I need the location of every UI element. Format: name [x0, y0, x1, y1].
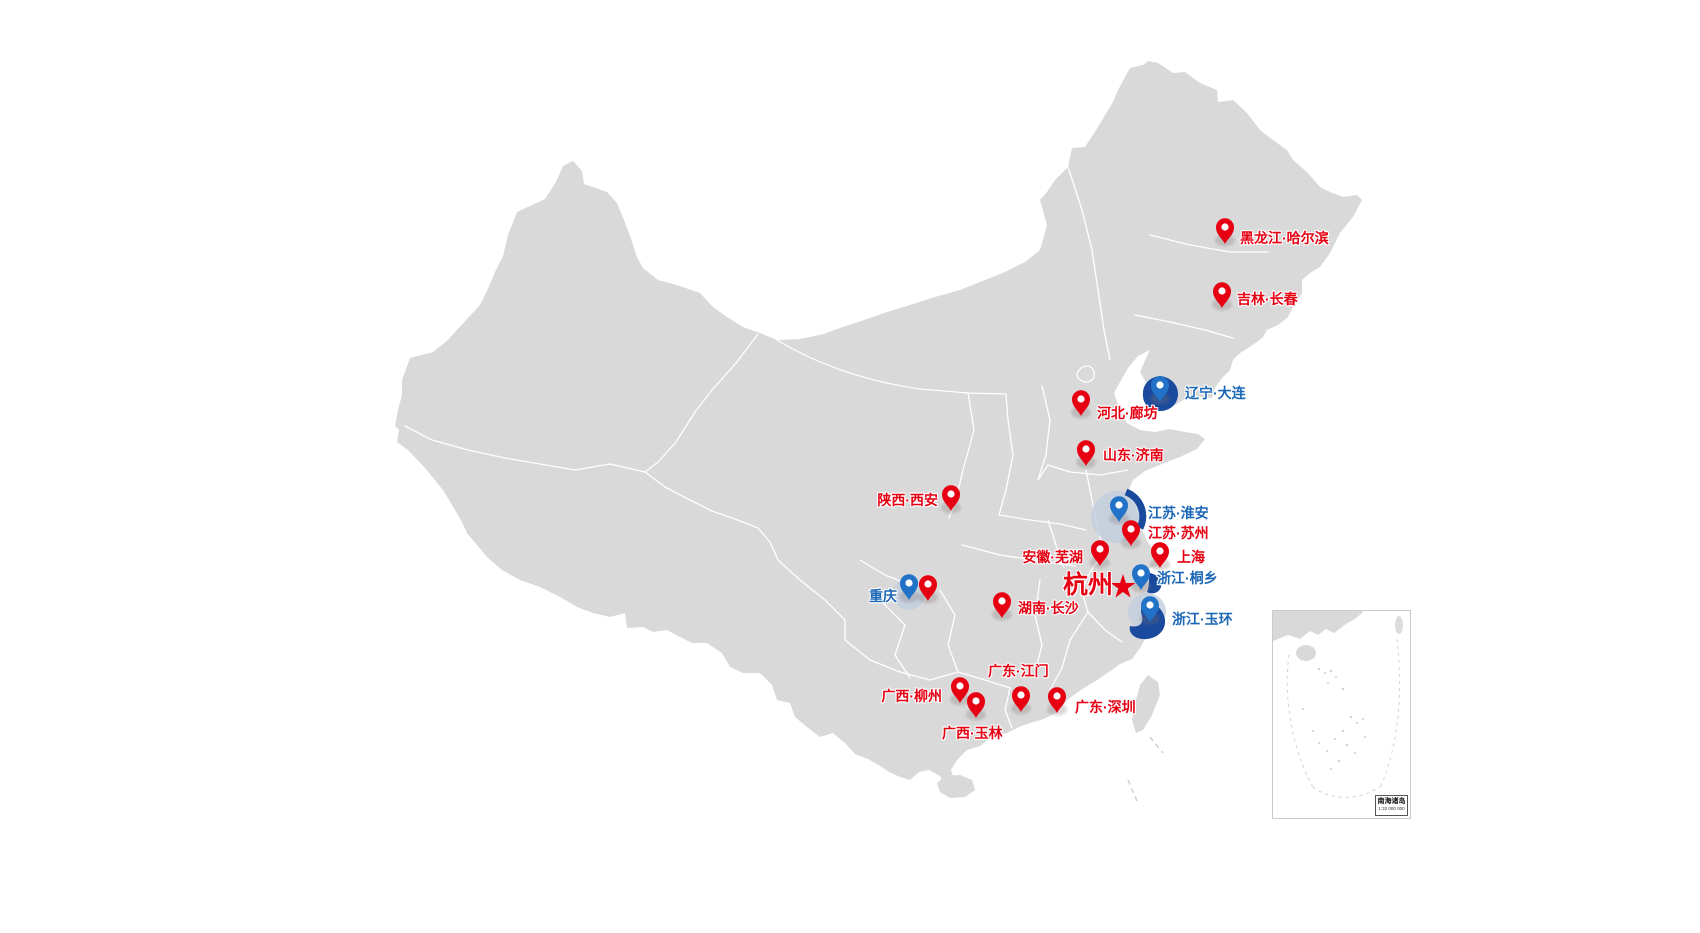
highlight-huaian-coast	[1124, 488, 1147, 530]
location-pin-chongqing-2[interactable]	[916, 572, 940, 611]
location-pin-harbin[interactable]	[1213, 215, 1237, 254]
location-pin-shanghai[interactable]	[1148, 539, 1172, 578]
sea-boundary-dashes	[1127, 736, 1164, 802]
location-label-changchun: 吉林·长春	[1237, 291, 1298, 307]
inset-mainland-coast	[1273, 611, 1363, 641]
location-label-huaian: 江苏·淮安	[1148, 505, 1209, 521]
inset-scale: 1:32 000 000	[1378, 806, 1405, 812]
location-label-langfang: 河北·廊坊	[1097, 405, 1158, 421]
location-label-yuhuan: 浙江·玉环	[1172, 611, 1233, 627]
inset-label-box: 南海诸岛 1:32 000 000	[1375, 795, 1408, 816]
location-pin-chongqing[interactable]	[897, 571, 921, 610]
highlight-tongxiang-region	[1147, 573, 1162, 594]
location-pin-yulin[interactable]	[964, 689, 988, 728]
location-label-shenzhen: 广东·深圳	[1075, 699, 1136, 715]
location-pin-liuzhou[interactable]	[948, 674, 972, 713]
location-pin-tongxiang[interactable]	[1129, 561, 1153, 600]
location-pin-changsha[interactable]	[990, 589, 1014, 628]
taiwan-island	[1132, 675, 1160, 733]
location-pin-huaian[interactable]	[1107, 493, 1131, 532]
location-pin-changchun[interactable]	[1210, 279, 1234, 318]
headquarters-label: 杭州	[1062, 571, 1113, 599]
location-label-dalian: 辽宁·大连	[1185, 385, 1246, 401]
location-label-suzhou: 江苏·苏州	[1148, 525, 1209, 541]
location-pin-jiangmen[interactable]	[1009, 683, 1033, 722]
location-label-jinan: 山东·济南	[1103, 447, 1164, 463]
location-label-jiangmen: 广东·江门	[988, 663, 1049, 679]
location-pin-xian[interactable]	[939, 482, 963, 521]
location-pin-langfang[interactable]	[1069, 387, 1093, 426]
location-label-liuzhou: 广西·柳州	[881, 688, 942, 704]
inset-map-graphic	[1273, 611, 1403, 798]
inset-taiwan	[1395, 616, 1403, 634]
location-pin-wuhu[interactable]	[1088, 537, 1112, 576]
location-pin-dalian[interactable]	[1148, 373, 1172, 412]
china-mainland	[395, 61, 1362, 790]
location-pin-suzhou[interactable]	[1119, 517, 1143, 556]
headquarters-star-icon[interactable]	[1109, 573, 1137, 606]
inset-nine-dash-line	[1286, 638, 1401, 798]
location-label-wuhu: 安徽·芜湖	[1022, 549, 1083, 565]
location-pin-shenzhen[interactable]	[1045, 684, 1069, 723]
inset-title: 南海诸岛	[1377, 798, 1406, 805]
location-label-changsha: 湖南·长沙	[1018, 600, 1079, 616]
location-label-shanghai: 上海	[1177, 549, 1205, 565]
location-label-xian: 陕西·西安	[877, 492, 938, 508]
location-label-harbin: 黑龙江·哈尔滨	[1240, 230, 1329, 246]
location-pin-jinan[interactable]	[1074, 437, 1098, 476]
location-label-tongxiang: 浙江·桐乡	[1157, 570, 1218, 586]
location-label-chongqing: 重庆	[869, 588, 897, 604]
location-label-yulin: 广西·玉林	[942, 725, 1003, 741]
hainan-island	[937, 775, 975, 798]
inset-hainan	[1296, 645, 1316, 661]
south-china-sea-inset: 南海诸岛 1:32 000 000	[1272, 610, 1411, 819]
location-pin-yuhuan[interactable]	[1138, 593, 1162, 632]
inset-island-dots	[1302, 667, 1366, 770]
province-borders	[404, 166, 1269, 729]
